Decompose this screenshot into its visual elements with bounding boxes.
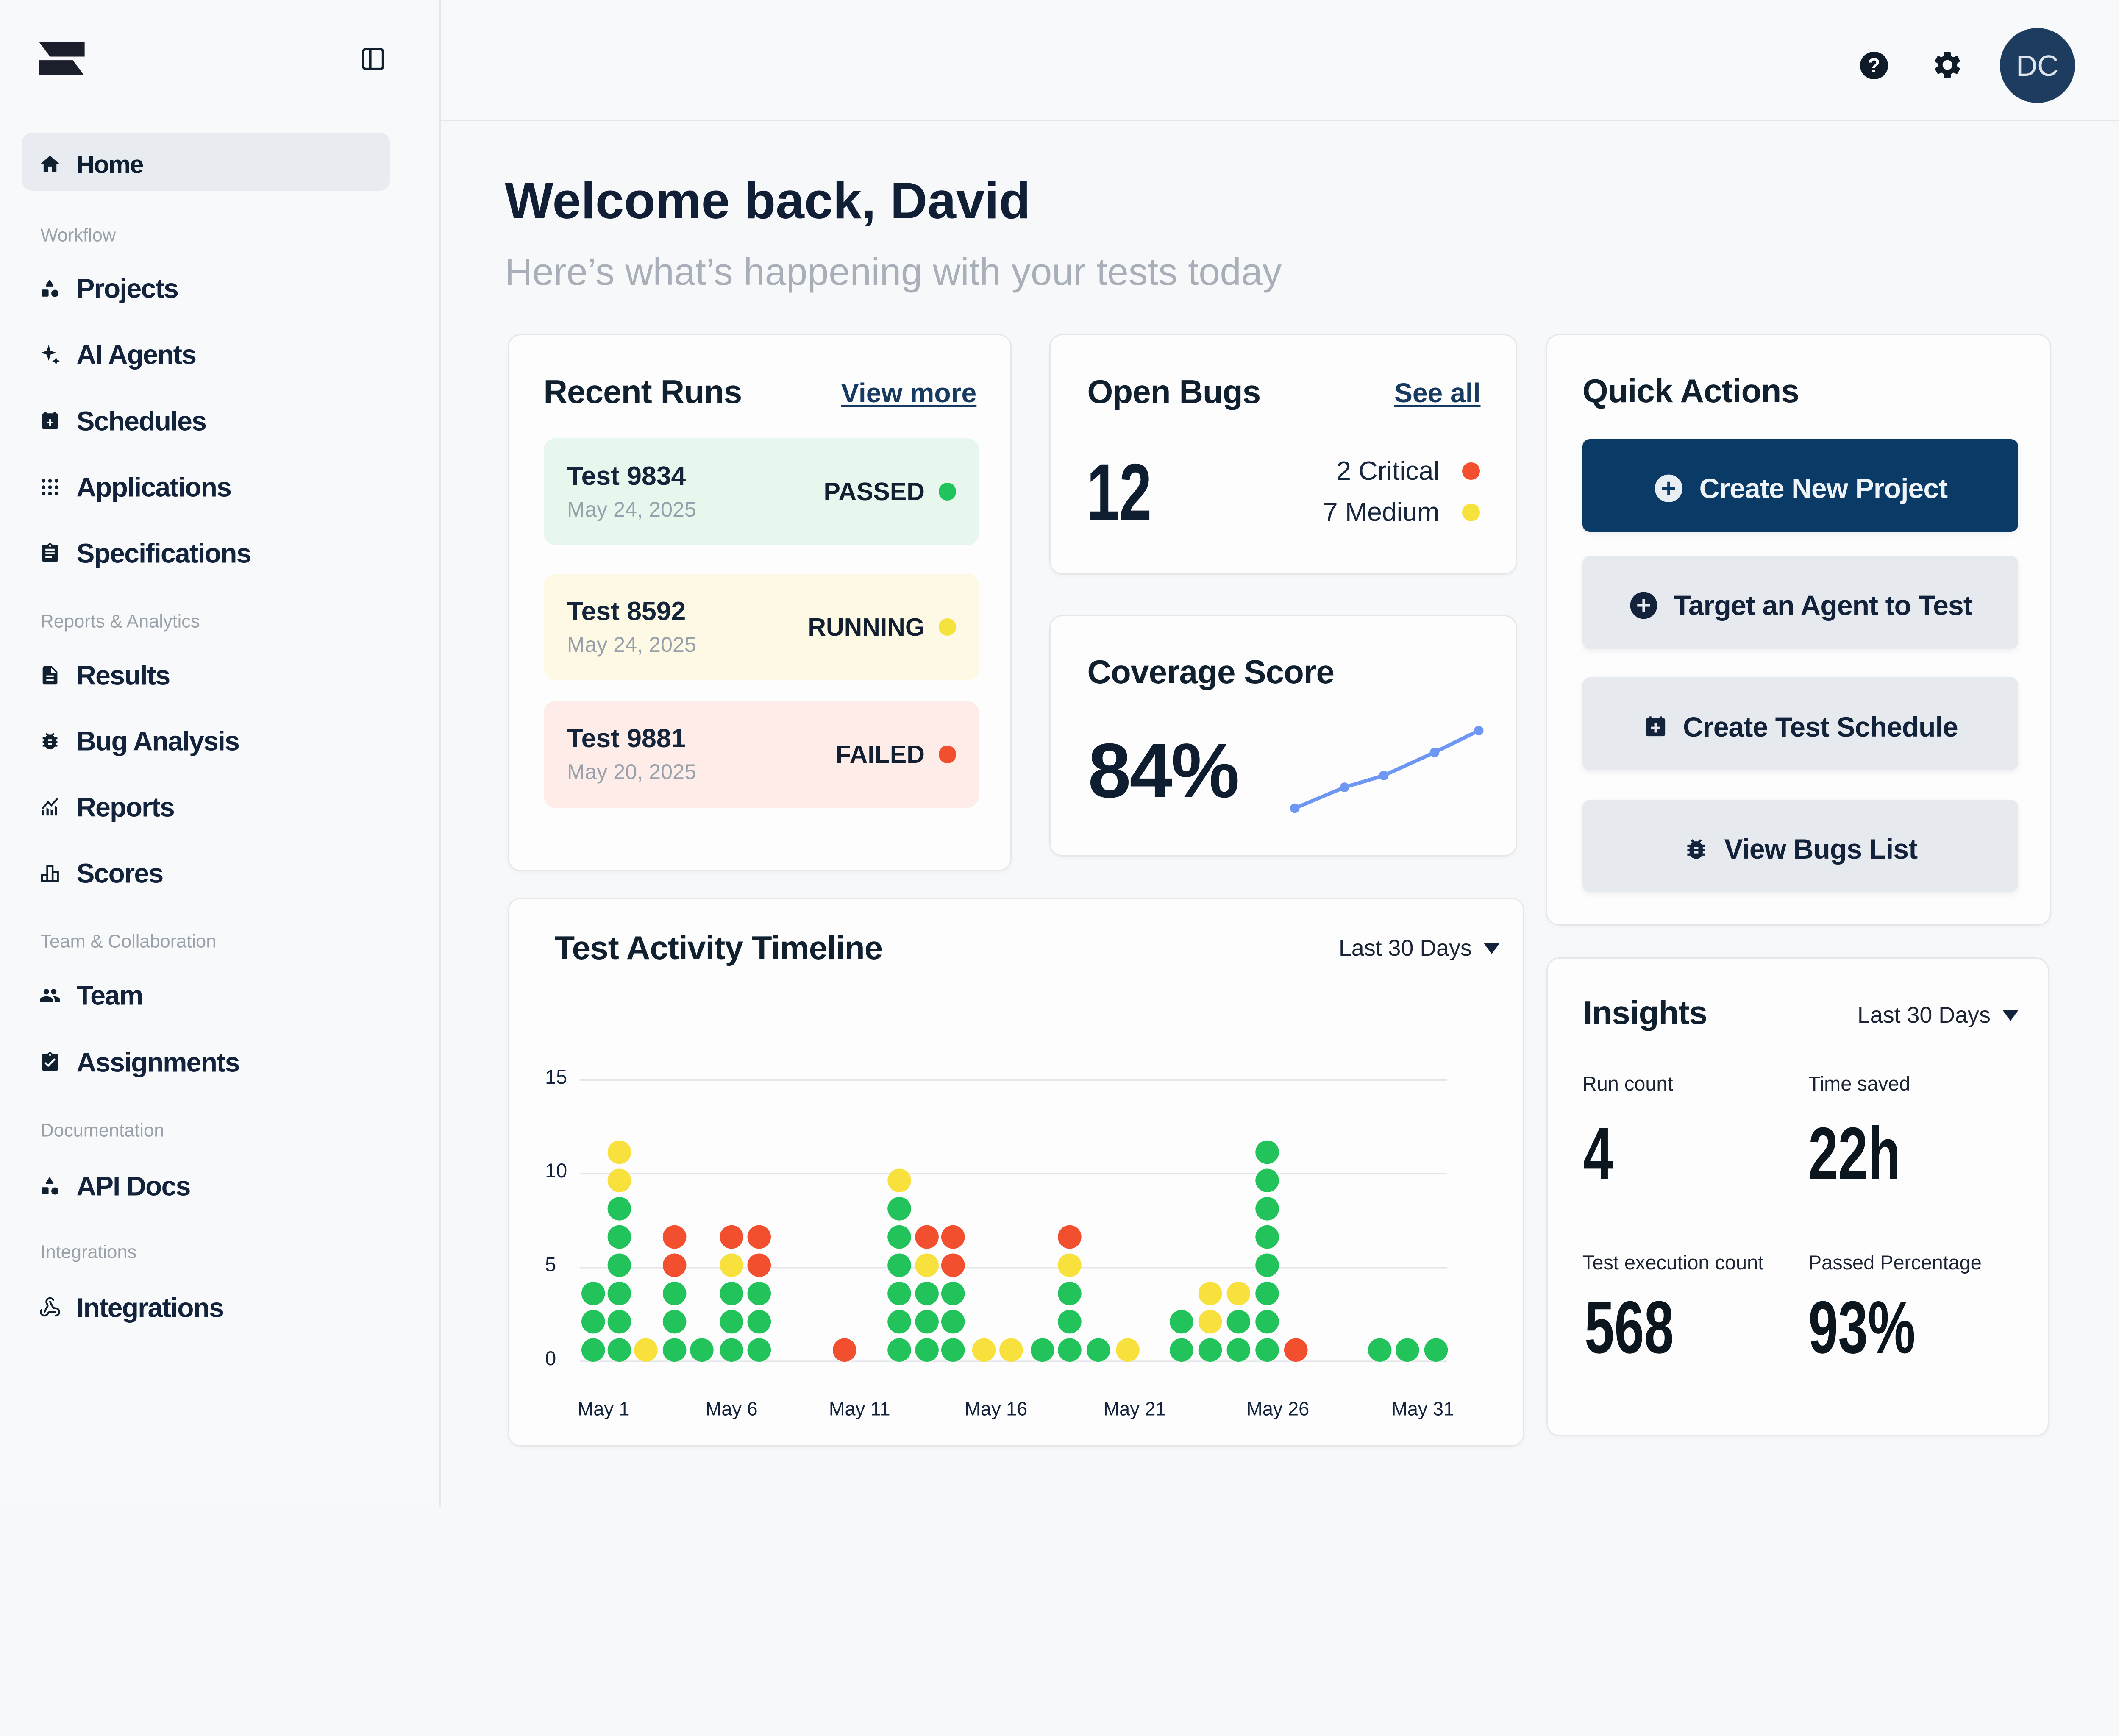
svg-text:May 31: May 31 (1391, 1398, 1454, 1420)
svg-text:May 21: May 21 (1103, 1398, 1166, 1420)
svg-text:May 16: May 16 (965, 1398, 1027, 1420)
svg-text:10: 10 (545, 1160, 567, 1182)
svg-text:5: 5 (545, 1254, 556, 1276)
svg-text:May 11: May 11 (829, 1398, 890, 1420)
svg-text:May 26: May 26 (1246, 1398, 1309, 1420)
svg-text:0: 0 (545, 1347, 556, 1369)
svg-text:May 6: May 6 (706, 1398, 758, 1420)
svg-text:May 1: May 1 (578, 1398, 630, 1420)
svg-text:15: 15 (545, 1066, 567, 1088)
